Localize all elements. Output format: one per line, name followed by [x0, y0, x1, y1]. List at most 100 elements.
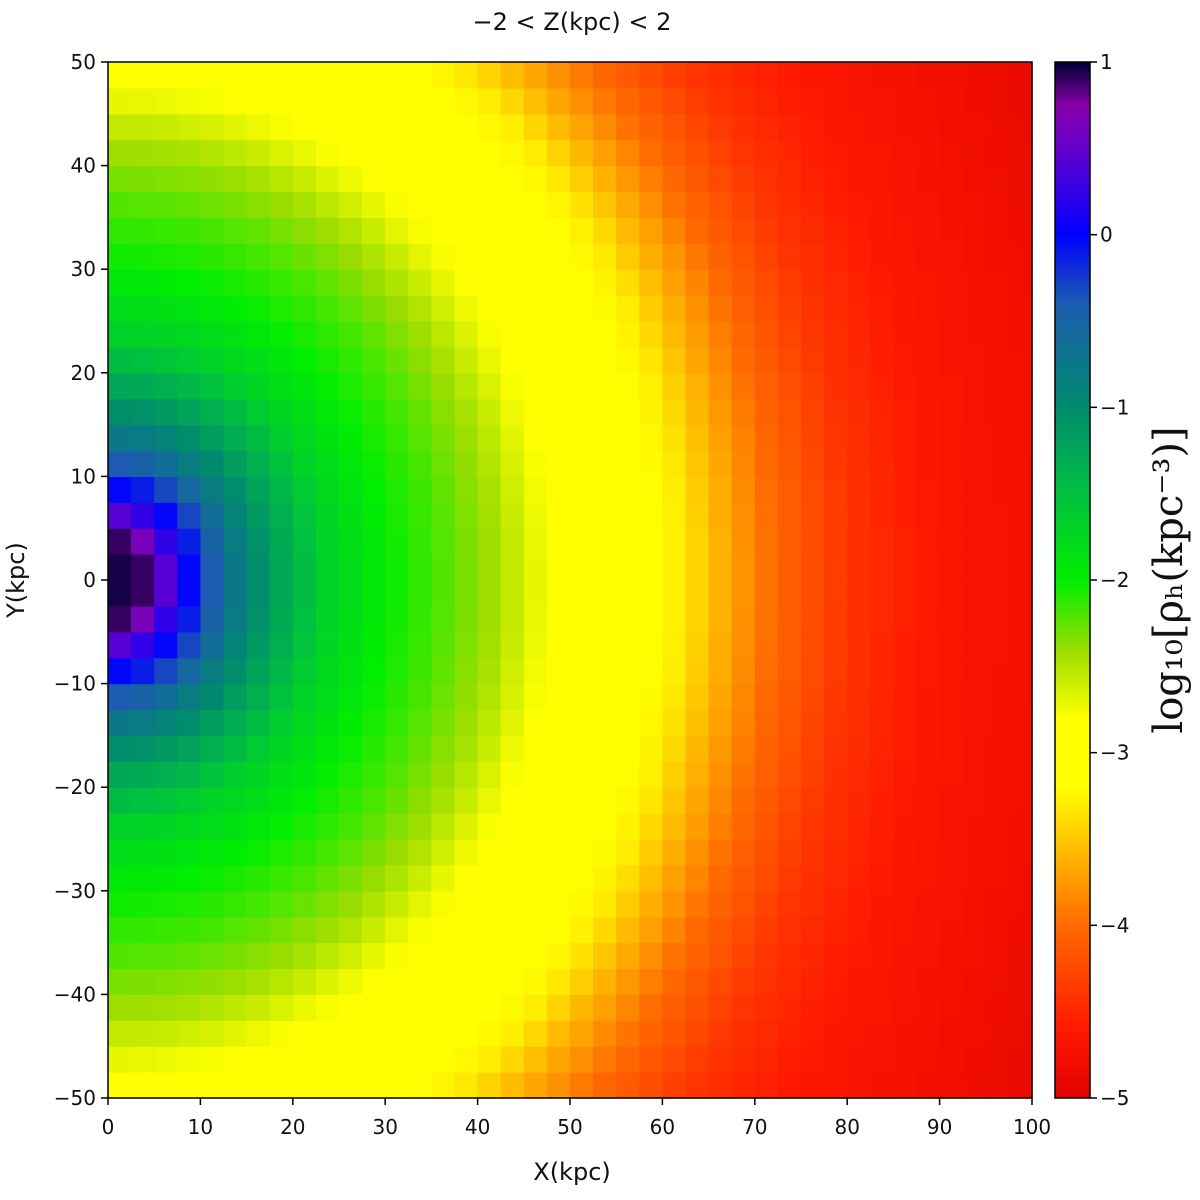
heatmap-cell: [962, 709, 987, 736]
heatmap-cell: [801, 916, 825, 944]
heatmap-cell: [362, 113, 386, 141]
heatmap-cell: [385, 709, 409, 736]
heatmap-cell: [985, 657, 1010, 685]
heatmap-cell: [362, 580, 386, 607]
heatmap-cell: [893, 968, 918, 995]
heatmap-cell: [985, 502, 1010, 529]
heatmap-cell: [685, 165, 710, 193]
heatmap-cell: [546, 580, 571, 607]
heatmap-cell: [985, 476, 1010, 503]
heatmap-cell: [731, 346, 756, 374]
heatmap-cell: [570, 450, 594, 477]
heatmap-cell: [593, 839, 617, 866]
heatmap-cell: [985, 321, 1010, 348]
heatmap-cell: [893, 890, 918, 918]
heatmap-cell: [408, 424, 432, 452]
heatmap-cell: [731, 554, 756, 581]
heatmap-cell: [246, 1072, 271, 1099]
heatmap-cell: [477, 735, 502, 762]
heatmap-cell: [662, 735, 687, 762]
heatmap-cell: [639, 217, 663, 244]
heatmap-cell: [131, 87, 155, 115]
heatmap-cell: [708, 916, 733, 944]
heatmap-cell: [500, 243, 525, 270]
heatmap-cell: [131, 683, 155, 711]
heatmap-cell: [454, 554, 479, 581]
heatmap-cell: [777, 87, 802, 115]
heatmap-cell: [523, 1046, 548, 1073]
heatmap-cell: [200, 295, 225, 322]
heatmap-cell: [593, 735, 617, 762]
heatmap-cell: [177, 631, 201, 659]
heatmap-cell: [200, 346, 225, 374]
heatmap-cell: [477, 864, 502, 892]
heatmap-cell: [408, 994, 432, 1021]
heatmap-cell: [801, 113, 825, 141]
heatmap-cell: [362, 269, 386, 296]
heatmap-cell: [847, 1020, 871, 1047]
heatmap-cell: [154, 450, 178, 477]
heatmap-cell: [708, 657, 733, 685]
heatmap-cell: [939, 580, 964, 607]
heatmap-cell: [246, 709, 271, 736]
heatmap-cell: [708, 346, 733, 374]
heatmap-cell: [916, 372, 941, 400]
heatmap-cell: [962, 165, 987, 193]
heatmap-cell: [431, 528, 456, 555]
heatmap-cell: [847, 839, 871, 866]
heatmap-cell: [154, 709, 178, 736]
heatmap-cell: [570, 1046, 594, 1073]
heatmap-cell: [616, 243, 640, 270]
heatmap-cell: [408, 139, 432, 167]
heatmap-cell: [177, 321, 201, 348]
heatmap-cell: [454, 657, 479, 685]
heatmap-cell: [246, 735, 271, 762]
heatmap-cell: [662, 942, 687, 970]
heatmap-cell: [177, 1072, 201, 1099]
heatmap-cell: [108, 450, 132, 477]
heatmap-cell: [962, 554, 987, 581]
heatmap-cell: [431, 424, 456, 452]
heatmap-cell: [269, 942, 294, 970]
heatmap-cell: [385, 398, 409, 426]
heatmap-cell: [246, 243, 271, 270]
heatmap-cell: [339, 424, 363, 452]
heatmap-cell: [662, 631, 687, 659]
heatmap-cell: [385, 657, 409, 685]
heatmap-cell: [315, 62, 340, 89]
heatmap-cell: [616, 1046, 640, 1073]
heatmap-cell: [570, 321, 594, 348]
heatmap-cell: [939, 1046, 964, 1073]
heatmap-cell: [477, 321, 502, 348]
heatmap-cell: [639, 243, 663, 270]
heatmap-cell: [131, 372, 155, 400]
heatmap-cell: [385, 450, 409, 477]
heatmap-cell: [454, 916, 479, 944]
heatmap-cell: [177, 890, 201, 918]
heatmap-cell: [962, 476, 987, 503]
heatmap-cell: [916, 605, 941, 633]
y-tick-label: 0: [83, 568, 96, 592]
heatmap-cell: [523, 890, 548, 918]
heatmap-cell: [523, 580, 548, 607]
heatmap-cell: [962, 864, 987, 892]
heatmap-cell: [570, 165, 594, 193]
heatmap-cell: [523, 994, 548, 1021]
heatmap-cell: [385, 580, 409, 607]
heatmap-cell: [685, 839, 710, 866]
heatmap-cell: [939, 87, 964, 115]
heatmap-cell: [939, 554, 964, 581]
heatmap-cell: [847, 968, 871, 995]
heatmap-cell: [154, 62, 178, 89]
heatmap-cell: [315, 217, 340, 244]
heatmap-cell: [385, 839, 409, 866]
heatmap-cell: [985, 813, 1010, 840]
heatmap-cell: [408, 346, 432, 374]
heatmap-cell: [962, 269, 987, 296]
heatmap-cell: [500, 709, 525, 736]
heatmap-cell: [708, 1072, 733, 1099]
heatmap-cell: [223, 346, 248, 374]
heatmap-cell: [362, 554, 386, 581]
heatmap-cell: [362, 683, 386, 711]
heatmap-cell: [223, 165, 248, 193]
